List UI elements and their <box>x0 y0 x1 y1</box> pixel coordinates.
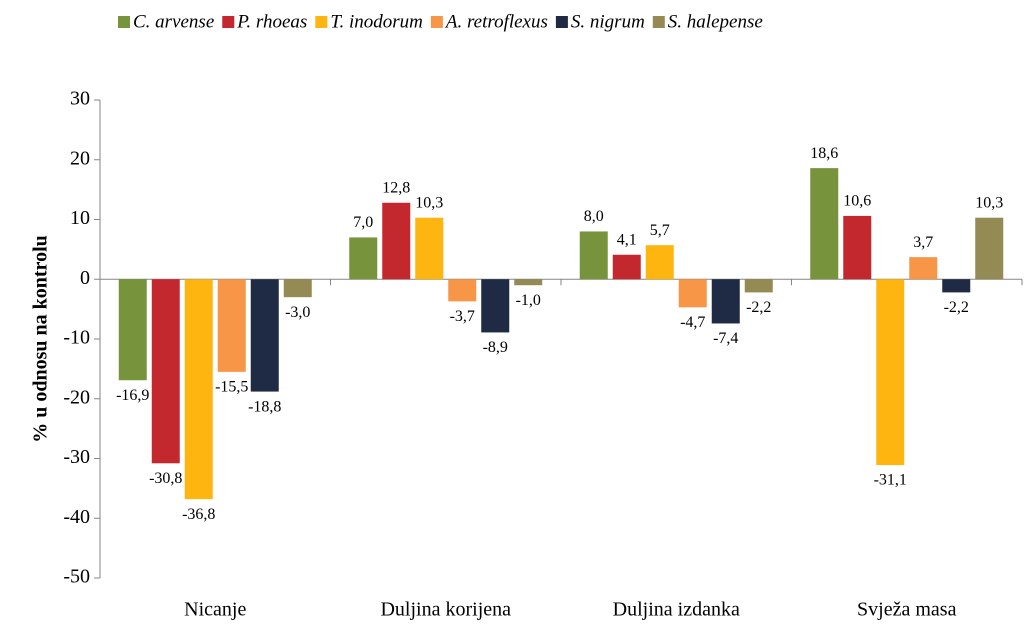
bar <box>678 279 707 308</box>
y-tick-label: -30 <box>63 446 90 468</box>
data-label: -4,7 <box>680 314 705 331</box>
bar <box>151 279 180 464</box>
x-tick-label: Duljina korijena <box>380 599 511 621</box>
x-tick-label: Svježa masa <box>857 599 957 621</box>
y-tick-label: 30 <box>70 88 90 110</box>
bar <box>283 279 312 298</box>
legend-swatch <box>315 16 328 28</box>
bar <box>415 217 444 280</box>
legend-label: S. halepense <box>668 11 763 32</box>
data-label: -18,8 <box>248 398 281 415</box>
bar <box>250 279 279 392</box>
data-label: -3,0 <box>285 304 310 321</box>
legend-swatch <box>118 16 130 28</box>
y-tick-label: -50 <box>63 566 90 588</box>
bar <box>579 231 608 280</box>
data-label: 3,7 <box>913 234 933 251</box>
y-tick-label: -40 <box>63 506 90 528</box>
data-label: 10,6 <box>843 193 871 210</box>
data-label: -3,7 <box>450 308 475 325</box>
data-label: -1,0 <box>516 292 541 309</box>
x-tick-label: Nicanje <box>184 599 246 621</box>
y-tick-label: 10 <box>70 207 90 229</box>
legend-label: A. retroflexus <box>444 11 548 32</box>
data-label: 5,7 <box>650 222 670 239</box>
bar <box>217 279 246 372</box>
legend-swatch <box>555 16 568 28</box>
y-axis-title: % u odnosu na kontrolu <box>30 235 52 443</box>
data-label: -36,8 <box>182 506 215 523</box>
data-label: -2,2 <box>746 299 771 316</box>
y-tick-label: -10 <box>63 327 90 349</box>
bar <box>711 279 740 324</box>
data-label: -7,4 <box>713 330 738 347</box>
data-label: 8,0 <box>584 208 604 225</box>
data-label: -16,9 <box>116 387 149 404</box>
legend-swatch <box>430 16 443 28</box>
bar <box>184 279 213 500</box>
data-label: 4,1 <box>617 231 637 248</box>
bar <box>744 279 773 293</box>
bar <box>810 168 839 280</box>
bar <box>349 237 378 280</box>
legend-label: C. arvense <box>133 11 214 32</box>
data-label: -8,9 <box>483 339 508 356</box>
data-label: 18,6 <box>810 145 838 162</box>
data-label: 7,0 <box>353 214 373 231</box>
bar <box>975 217 1004 280</box>
bar <box>876 279 905 466</box>
bar <box>448 279 477 302</box>
bar <box>481 279 510 333</box>
bar <box>382 202 411 280</box>
legend-swatch <box>652 16 665 28</box>
data-label: -30,8 <box>149 470 182 487</box>
data-label: -31,1 <box>874 472 907 489</box>
y-tick-label: -20 <box>63 386 90 408</box>
bar <box>909 257 938 280</box>
data-label: -15,5 <box>215 379 248 396</box>
data-label: -2,2 <box>944 299 969 316</box>
data-label: 10,3 <box>415 194 443 211</box>
bar <box>942 279 971 293</box>
y-tick-label: 0 <box>80 267 90 289</box>
bar <box>645 245 674 280</box>
legend-label: P. rhoeas <box>236 11 307 32</box>
legend-swatch <box>222 16 235 28</box>
data-label: 10,3 <box>975 194 1003 211</box>
data-label: 12,8 <box>382 179 410 196</box>
legend-label: T. inodorum <box>330 11 423 32</box>
bar <box>118 279 147 381</box>
bar <box>612 254 641 280</box>
legend-label: S. nigrum <box>571 11 645 32</box>
bar <box>843 215 872 280</box>
y-tick-label: 20 <box>70 147 90 169</box>
bar <box>514 279 543 286</box>
x-tick-label: Duljina izdanka <box>613 599 740 621</box>
